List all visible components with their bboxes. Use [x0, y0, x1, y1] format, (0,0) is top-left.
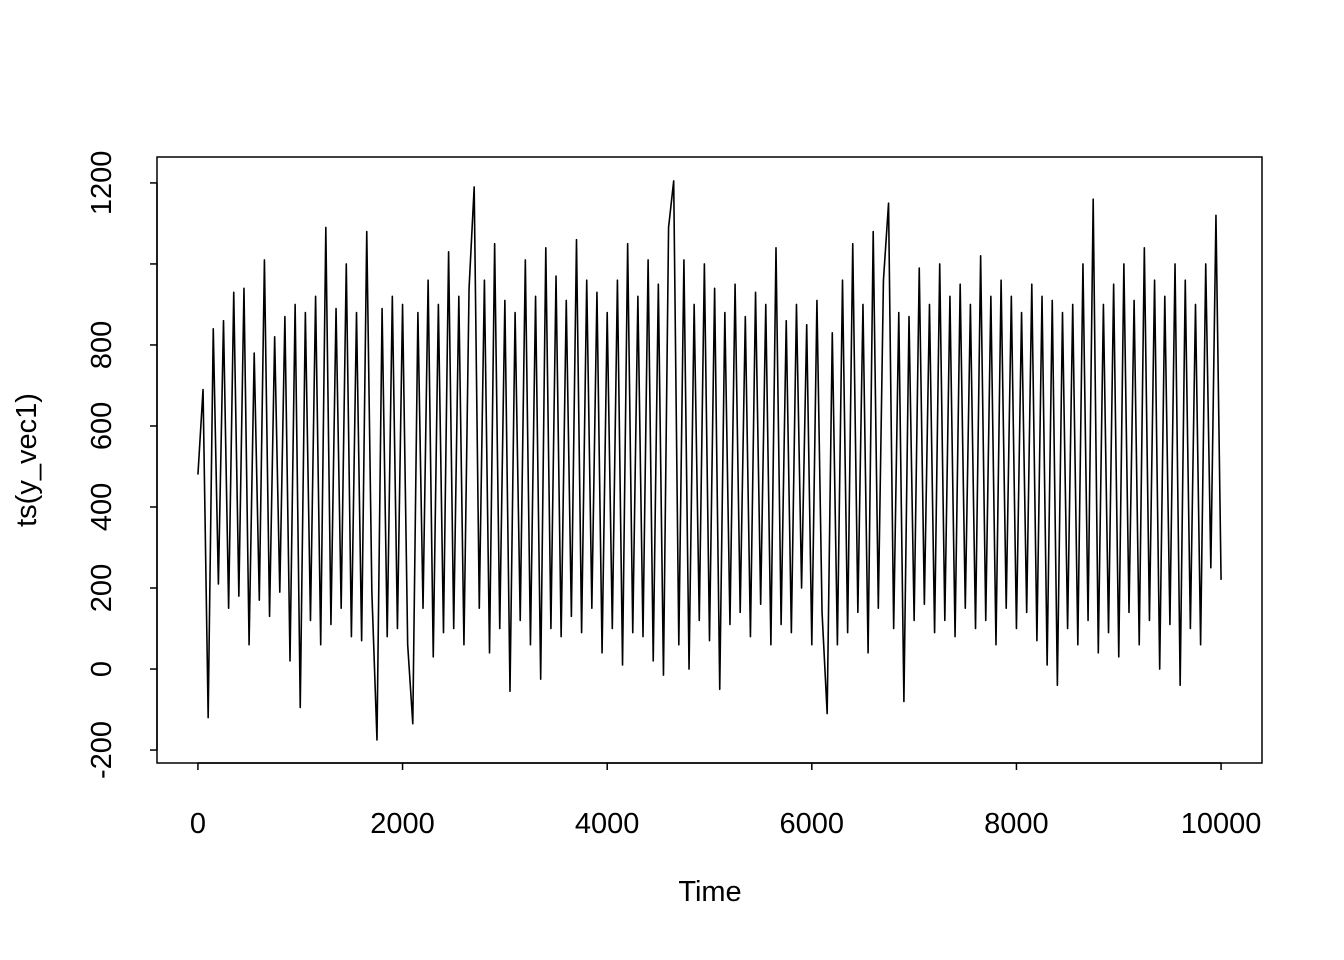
- x-tick-label: 0: [190, 808, 206, 840]
- y-tick-label: 1200: [86, 151, 118, 216]
- y-axis-label: ts(y_vec1): [11, 393, 43, 527]
- y-tick-label: 400: [86, 483, 118, 531]
- y-tick-label: -200: [86, 721, 118, 779]
- y-tick-label: 600: [86, 402, 118, 450]
- y-tick-label: 200: [86, 564, 118, 612]
- x-axis-label: Time: [678, 876, 741, 908]
- y-tick-label: 800: [86, 321, 118, 369]
- x-tick-label: 6000: [780, 808, 845, 840]
- x-tick-label: 10000: [1181, 808, 1262, 840]
- x-tick-label: 8000: [984, 808, 1049, 840]
- series-line: [197, 180, 1222, 741]
- y-tick-label: 0: [86, 661, 118, 677]
- x-tick-label: 2000: [370, 808, 435, 840]
- x-tick-label: 4000: [575, 808, 640, 840]
